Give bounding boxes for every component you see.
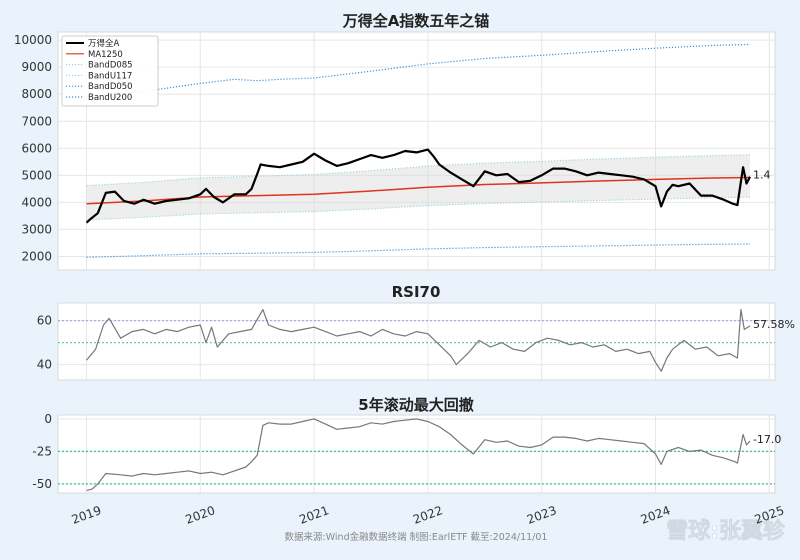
legend-label: BandU200 (88, 93, 132, 103)
x-tick-label: 2019 (70, 503, 103, 527)
y-tick-label: 4000 (21, 195, 52, 209)
legend-label: 万得全A (88, 38, 120, 49)
plot-area (57, 302, 776, 381)
series-line-MA1250 (86, 176, 751, 205)
series-line-万得全A (85, 148, 751, 224)
y-tick-label: 8000 (21, 87, 52, 101)
series-line-BandU117 (86, 154, 751, 187)
legend: 万得全AMA1250BandD085BandU117BandD050BandU2… (61, 35, 159, 107)
x-tick-label: 2020 (184, 503, 217, 527)
y-tick-label: 60 (37, 314, 52, 328)
source-caption: 数据来源:Wind金融数据终端 制图:EarlETF 截至:2024/11/01 (285, 531, 548, 543)
panel-0: 2000 3000 4000 5000 6000 7000 8000 9000 10000 1.4 (14, 31, 776, 271)
legend-label: BandU117 (88, 71, 132, 81)
y-tick-label: 7000 (21, 114, 52, 128)
panel-1: 40 60 57.58% (37, 302, 795, 381)
end-value-label: -17.0 (753, 433, 781, 446)
legend-label: BandD050 (88, 82, 133, 92)
x-tick-label: 2023 (525, 503, 558, 527)
chart-title-drawdown: 5年滚动最大回撤 (358, 396, 473, 414)
chart-title-rsi: RSI70 (392, 283, 441, 301)
legend-label: MA1250 (88, 50, 123, 60)
y-tick-label: 6000 (21, 141, 52, 155)
legend-box (61, 35, 159, 107)
x-tick-label: 2021 (297, 503, 330, 527)
y-tick-label: 5000 (21, 168, 52, 182)
y-tick-label: 10000 (14, 33, 52, 47)
y-tick-label: -25 (32, 444, 52, 458)
y-tick-label: -50 (32, 477, 52, 491)
plot-area (57, 414, 776, 494)
x-tick-label: 2022 (411, 503, 444, 527)
y-tick-label: 2000 (21, 249, 52, 263)
end-value-label: 57.58% (753, 318, 795, 331)
series-line-panel1 (86, 309, 751, 372)
series-line-BandU200 (86, 43, 751, 98)
y-tick-label: 9000 (21, 60, 52, 74)
y-tick-label: 3000 (21, 222, 52, 236)
series-line-panel2 (86, 418, 751, 491)
y-tick-label: 40 (37, 358, 52, 372)
end-value-label: 1.4 (753, 169, 771, 182)
legend-label: BandD085 (88, 61, 133, 71)
plot-area (57, 31, 776, 271)
watermark: 雪球:张翼轸 (666, 518, 786, 544)
chart-title-index: 万得全A指数五年之锚 (342, 12, 490, 30)
y-tick-label: 0 (44, 412, 52, 426)
